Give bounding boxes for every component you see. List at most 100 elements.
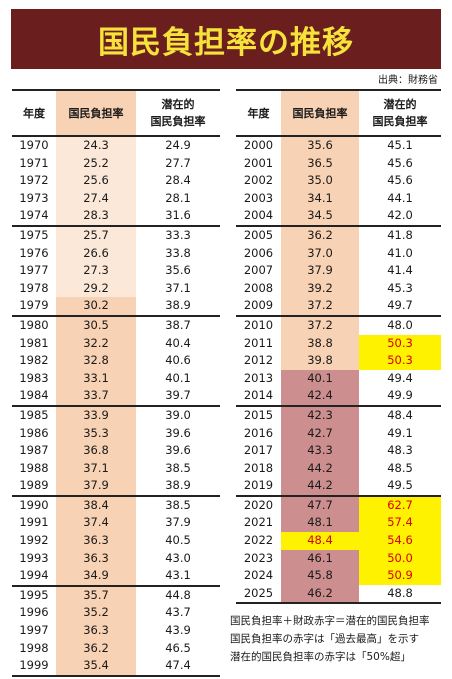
table-row: 1975 25.7 33.3 [12,225,220,245]
year-cell: 1986 [19,425,49,440]
year-cell: 2014 [236,387,281,407]
potential-cell: 45.6 [387,173,413,188]
year-cell: 2018 [243,460,274,475]
potential-cell: 49.5 [359,477,441,497]
year-cell: 1981 [19,335,49,350]
header-potential-line1: 潜在的 [161,98,195,111]
potential-cell-over50: 57.4 [359,514,441,533]
year-cell: 1972 [19,173,49,188]
table-row: 2005 36.2 41.8 [236,225,441,245]
table-row: 1999 35.4 47.4 [12,657,220,677]
note-line: 国民負担率＋財政赤字＝潜在的国民負担率 [230,615,430,627]
burden-cell: 47.7 [281,495,359,515]
burden-cell: 25.7 [56,225,136,245]
potential-cell-over50: 50.9 [359,567,441,585]
table-row: 2018 44.2 48.5 [236,459,441,478]
header-potential: 潜在的 国民負担率 [136,89,220,137]
burden-cell: 42.7 [281,424,359,443]
year-cell: 1976 [19,245,49,260]
table-row: 1980 30.5 38.7 [12,315,220,335]
year-cell: 1992 [19,533,49,548]
table-row: 1988 37.1 38.5 [12,459,220,478]
potential-cell: 28.4 [165,173,191,188]
burden-cell: 32.2 [56,334,136,353]
table-row: 1985 33.9 39.0 [12,405,220,425]
potential-cell: 41.4 [387,263,413,278]
potential-cell-over50: 50.0 [359,549,441,568]
potential-cell: 46.5 [165,640,191,655]
potential-cell: 48.4 [387,407,413,422]
year-cell: 1974 [12,207,56,227]
group-2020s: 2020 47.7 62.7 2021 48.1 57.4 2022 48.4 54.6 2… [236,495,441,605]
burden-cell: 37.2 [281,297,359,317]
burden-cell: 36.5 [281,154,359,173]
potential-cell: 40.1 [165,370,191,385]
burden-cell: 37.9 [281,262,359,280]
year-cell: 2022 [243,533,274,548]
year-cell: 2004 [236,207,281,227]
year-cell: 1997 [19,623,49,638]
potential-cell: 44.1 [387,190,413,205]
header-potential-line2: 国民負担率 [372,115,428,128]
burden-cell: 36.8 [56,442,136,460]
header-row: 年度 国民負担率 潜在的 国民負担率 [12,89,220,137]
burden-cell: 36.3 [56,549,136,568]
year-cell: 1970 [19,138,49,152]
year-cell: 1994 [12,567,56,587]
table-row: 2016 42.7 49.1 [236,424,441,443]
header-year: 年度 [12,89,56,137]
year-cell: 2024 [243,568,274,583]
table-row: 1976 26.6 33.8 [12,244,220,263]
year-cell: 2000 [243,138,274,152]
burden-cell: 30.5 [56,315,136,335]
year-cell: 2010 [243,317,274,332]
potential-cell: 27.7 [165,155,191,170]
table-row: 1986 35.3 39.6 [12,424,220,443]
burden-cell: 35.4 [56,657,136,677]
source-label: 出典：財務省 [378,75,438,86]
burden-cell-record: 48.4 [281,532,359,550]
potential-cell-over50: 62.7 [359,495,441,515]
burden-cell: 28.3 [56,207,136,227]
potential-cell: 45.1 [387,138,413,152]
table-row: 1970 24.3 24.9 [12,136,220,155]
table-row: 2009 37.2 49.7 [236,297,441,317]
burden-cell: 24.3 [56,136,136,155]
year-cell: 2011 [243,335,274,350]
table-row: 2010 37.2 48.0 [236,315,441,335]
year-cell: 2012 [243,353,274,368]
header-potential-line1: 潜在的 [383,98,417,111]
potential-cell: 44.8 [165,587,191,602]
year-cell: 1975 [19,227,49,242]
table-row: 2014 42.4 49.9 [236,387,441,407]
group-1990s-b: 1995 35.7 44.8 1996 35.2 43.7 1997 36.3 43.9 1… [12,585,220,677]
year-cell: 2008 [243,280,274,295]
table-row: 1974 28.3 31.6 [12,207,220,227]
potential-cell: 39.6 [165,425,191,440]
burden-cell: 42.3 [281,405,359,425]
year-cell: 2006 [243,245,274,260]
year-cell: 2017 [243,443,274,458]
group-1980s-b: 1985 33.9 39.0 1986 35.3 39.6 1987 36.8 39.6 1… [12,405,220,497]
table-row: 1972 25.6 28.4 [12,172,220,190]
potential-cell: 49.4 [387,370,413,385]
header-burden: 国民負担率 [281,89,359,137]
potential-cell: 40.5 [165,533,191,548]
burden-cell: 46.2 [281,584,359,605]
year-cell: 1973 [19,190,49,205]
note-line: 国民負担率の赤字は「過去最高」を示す [230,633,419,645]
potential-cell: 49.9 [359,387,441,407]
year-cell: 2025 [236,584,281,605]
potential-cell: 49.1 [387,425,413,440]
table-row: 1993 36.3 43.0 [12,549,220,568]
table-row: 2006 37.0 41.0 [236,244,441,263]
year-cell: 2016 [243,425,274,440]
potential-cell: 38.9 [136,297,220,317]
table-row: 2023 46.1 50.0 [236,549,441,568]
year-cell: 1983 [19,370,49,385]
year-cell: 1995 [19,587,49,602]
burden-cell: 45.8 [281,567,359,585]
table-row: 1971 25.2 27.7 [12,154,220,173]
burden-cell: 34.5 [281,207,359,227]
year-cell: 2021 [243,515,274,530]
